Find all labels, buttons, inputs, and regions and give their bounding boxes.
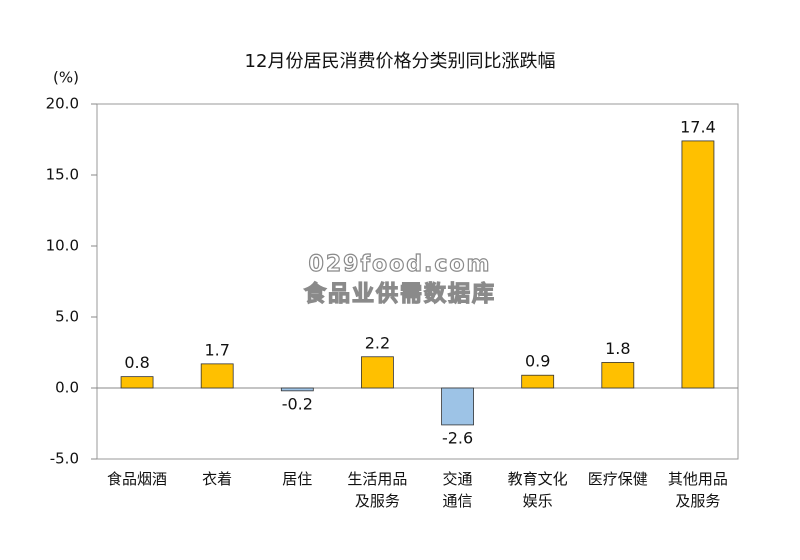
bar bbox=[280, 387, 314, 392]
y-tick-label: 0.0 bbox=[55, 379, 79, 397]
y-tick-label: 15.0 bbox=[46, 166, 79, 184]
chart-title: 12月份居民消费价格分类别同比涨跌幅 bbox=[245, 51, 556, 72]
y-tick-label: 20.0 bbox=[46, 95, 79, 113]
bar bbox=[120, 376, 154, 389]
x-tick-label: 其他用品 及服务 bbox=[667, 470, 728, 510]
y-tick-label: 5.0 bbox=[55, 308, 79, 326]
value-label: 0.8 bbox=[124, 353, 149, 372]
bar bbox=[681, 140, 715, 389]
y-axis-label: (%) bbox=[53, 69, 79, 87]
x-tick-label: 衣着 bbox=[202, 470, 233, 488]
x-tick-label: 交通 通信 bbox=[442, 470, 473, 510]
bar bbox=[361, 356, 394, 389]
x-tick-label: 居住 bbox=[282, 470, 313, 488]
x-tick-label: 生活用品 及服务 bbox=[347, 470, 408, 510]
bar bbox=[521, 374, 555, 389]
value-label: -0.2 bbox=[282, 394, 313, 413]
watermark: 食品业供需数据库 bbox=[304, 281, 496, 307]
value-label: 0.9 bbox=[525, 352, 550, 371]
bar bbox=[200, 363, 234, 389]
watermark: 029food.com bbox=[309, 252, 492, 277]
value-label: 1.7 bbox=[204, 340, 229, 359]
y-tick-label: -5.0 bbox=[50, 450, 79, 468]
bar bbox=[601, 362, 635, 389]
value-label: 2.2 bbox=[365, 333, 390, 352]
x-tick-label: 教育文化 娱乐 bbox=[507, 470, 568, 510]
y-tick-label: 10.0 bbox=[46, 237, 79, 255]
value-label: 17.4 bbox=[680, 117, 716, 136]
bar bbox=[441, 387, 474, 426]
x-tick-label: 医疗保健 bbox=[587, 470, 648, 488]
value-label: 1.8 bbox=[605, 339, 630, 358]
plot-frame bbox=[96, 103, 739, 460]
value-label: -2.6 bbox=[442, 428, 473, 447]
x-tick-label: 食品烟酒 bbox=[107, 470, 168, 488]
